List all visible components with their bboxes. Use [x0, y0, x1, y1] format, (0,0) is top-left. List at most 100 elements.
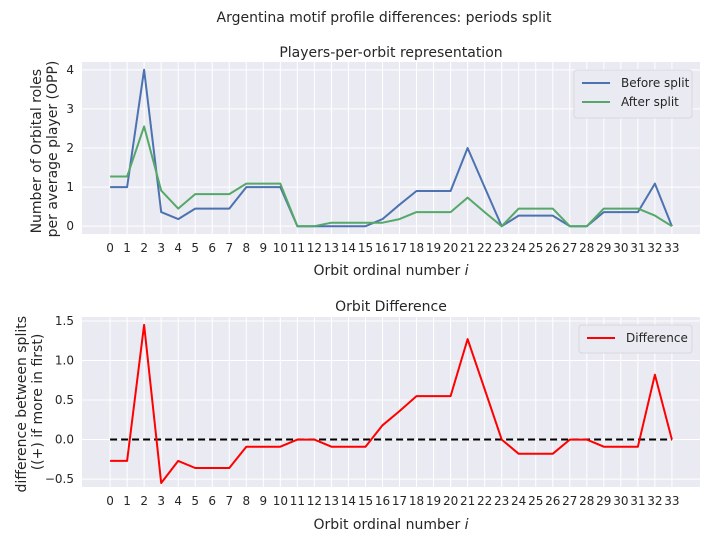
bottom-y-tick-label: 0.5 — [55, 393, 74, 407]
bottom-x-tick-label: 29 — [596, 494, 611, 508]
top-x-tick-label: 24 — [511, 241, 526, 255]
top-x-tick-label: 31 — [630, 241, 645, 255]
bottom-x-tick-label: 32 — [647, 494, 662, 508]
legend-label-before-split: Before split — [621, 76, 690, 90]
top-x-tick-label: 21 — [460, 241, 475, 255]
top-x-tick-label: 10 — [273, 241, 288, 255]
top-x-tick-label: 1 — [123, 241, 131, 255]
bottom-x-tick-label: 14 — [341, 494, 356, 508]
top-y-tick-label: 2 — [66, 141, 74, 155]
top-x-tick-label: 26 — [545, 241, 560, 255]
top-y-tick-label: 3 — [66, 102, 74, 116]
top-x-tick-label: 22 — [477, 241, 492, 255]
top-x-tick-label: 3 — [157, 241, 165, 255]
bottom-x-tick-label: 20 — [443, 494, 458, 508]
top-x-tick-label: 18 — [409, 241, 424, 255]
bottom-y-tick-label: 1.0 — [55, 353, 74, 367]
bottom-x-tick-label: 5 — [191, 494, 199, 508]
top-y-tick-label: 4 — [66, 63, 74, 77]
top-x-tick-label: 28 — [579, 241, 594, 255]
bottom-legend: Difference — [578, 324, 693, 354]
series-line-after-split — [110, 125, 673, 228]
bottom-x-tick-label: 9 — [259, 494, 267, 508]
bottom-x-tick-label: 27 — [562, 494, 577, 508]
top-y-axis-label: Number of Orbital roles per average play… — [29, 61, 61, 238]
bottom-y-tick-label: 1.5 — [55, 314, 74, 328]
bottom-x-tick-label: 22 — [477, 494, 492, 508]
bottom-x-tick-label: 19 — [426, 494, 441, 508]
top-x-tick-label: 25 — [528, 241, 543, 255]
top-x-tick-label: 8 — [242, 241, 250, 255]
top-x-tick-label: 17 — [392, 241, 407, 255]
bottom-y-axis-label-line2: ((+) if more in first) — [30, 334, 46, 471]
top-x-tick-label: 12 — [307, 241, 322, 255]
top-y-axis-label-line2: per average player (OPP) — [45, 61, 61, 238]
bottom-y-tick-label: 0.0 — [55, 433, 74, 447]
top-yticks: 0 1 2 3 4 — [66, 63, 74, 233]
top-grid — [82, 62, 700, 234]
top-x-tick-label: 6 — [208, 241, 216, 255]
top-y-tick-label: 1 — [66, 180, 74, 194]
top-x-tick-label: 11 — [290, 241, 305, 255]
bottom-x-tick-label: 0 — [106, 494, 114, 508]
top-x-tick-label: 14 — [341, 241, 356, 255]
bottom-x-tick-label: 28 — [579, 494, 594, 508]
bottom-legend-box — [578, 324, 693, 354]
bottom-x-tick-label: 16 — [375, 494, 390, 508]
bottom-x-tick-label: 21 — [460, 494, 475, 508]
bottom-y-tick-label: −0.5 — [45, 472, 74, 486]
bottom-x-tick-label: 30 — [613, 494, 628, 508]
bottom-y-axis-label-line1: difference between splits — [14, 316, 30, 492]
bottom-x-tick-label: 12 — [307, 494, 322, 508]
top-x-tick-label: 4 — [174, 241, 182, 255]
bottom-x-axis-label-text: Orbit ordinal number — [313, 517, 464, 533]
top-x-tick-label: 16 — [375, 241, 390, 255]
bottom-x-tick-label: 31 — [630, 494, 645, 508]
legend-label-after-split: After split — [621, 95, 679, 109]
bottom-x-tick-label: 3 — [157, 494, 165, 508]
top-x-tick-label: 19 — [426, 241, 441, 255]
top-x-tick-label: 7 — [225, 241, 233, 255]
bottom-x-tick-label: 8 — [242, 494, 250, 508]
top-panel-title: Players-per-orbit representation — [279, 45, 502, 61]
bottom-x-tick-label: 17 — [392, 494, 407, 508]
top-y-tick-label: 0 — [66, 219, 74, 233]
legend-label-difference: Difference — [626, 331, 688, 345]
top-x-tick-label: 29 — [596, 241, 611, 255]
bottom-x-tick-label: 2 — [140, 494, 148, 508]
bottom-xticks: 0 1 2 3 4 5 6 7 8 9 10 11 12 13 14 15 16 17 18 19 20 21 22 23 24… — [106, 494, 679, 508]
bottom-x-tick-label: 15 — [358, 494, 373, 508]
figure-suptitle: Argentina motif profile differences: per… — [217, 10, 552, 26]
top-x-tick-label: 15 — [358, 241, 373, 255]
top-x-tick-label: 2 — [140, 241, 148, 255]
bottom-panel-title: Orbit Difference — [335, 299, 447, 315]
bottom-grid — [82, 317, 700, 487]
top-x-axis-label-var: i — [465, 263, 469, 279]
bottom-x-tick-label: 25 — [528, 494, 543, 508]
bottom-x-tick-label: 1 — [123, 494, 131, 508]
bottom-y-axis-label: difference between splits ((+) if more i… — [14, 312, 46, 493]
bottom-x-tick-label: 11 — [290, 494, 305, 508]
top-x-tick-label: 27 — [562, 241, 577, 255]
top-legend: Before split After split — [573, 69, 693, 119]
bottom-x-axis-label-var: i — [465, 517, 469, 533]
bottom-x-tick-label: 7 — [225, 494, 233, 508]
top-x-tick-label: 20 — [443, 241, 458, 255]
top-x-tick-label: 9 — [259, 241, 267, 255]
bottom-x-tick-label: 13 — [324, 494, 339, 508]
bottom-x-tick-label: 6 — [208, 494, 216, 508]
top-y-axis-label-line1: Number of Orbital roles — [29, 69, 45, 233]
top-x-tick-label: 23 — [494, 241, 509, 255]
bottom-x-tick-label: 33 — [664, 494, 679, 508]
top-x-tick-label: 30 — [613, 241, 628, 255]
top-x-tick-label: 13 — [324, 241, 339, 255]
top-xticks: 0 1 2 3 4 5 6 7 8 9 10 11 12 13 14 15 16 17 18 19 20 21 22 23 24… — [106, 241, 679, 255]
bottom-x-tick-label: 26 — [545, 494, 560, 508]
top-x-tick-label: 32 — [647, 241, 662, 255]
bottom-x-tick-label: 4 — [174, 494, 182, 508]
top-x-axis-label: Orbit ordinal number i — [313, 263, 468, 279]
bottom-x-tick-label: 23 — [494, 494, 509, 508]
